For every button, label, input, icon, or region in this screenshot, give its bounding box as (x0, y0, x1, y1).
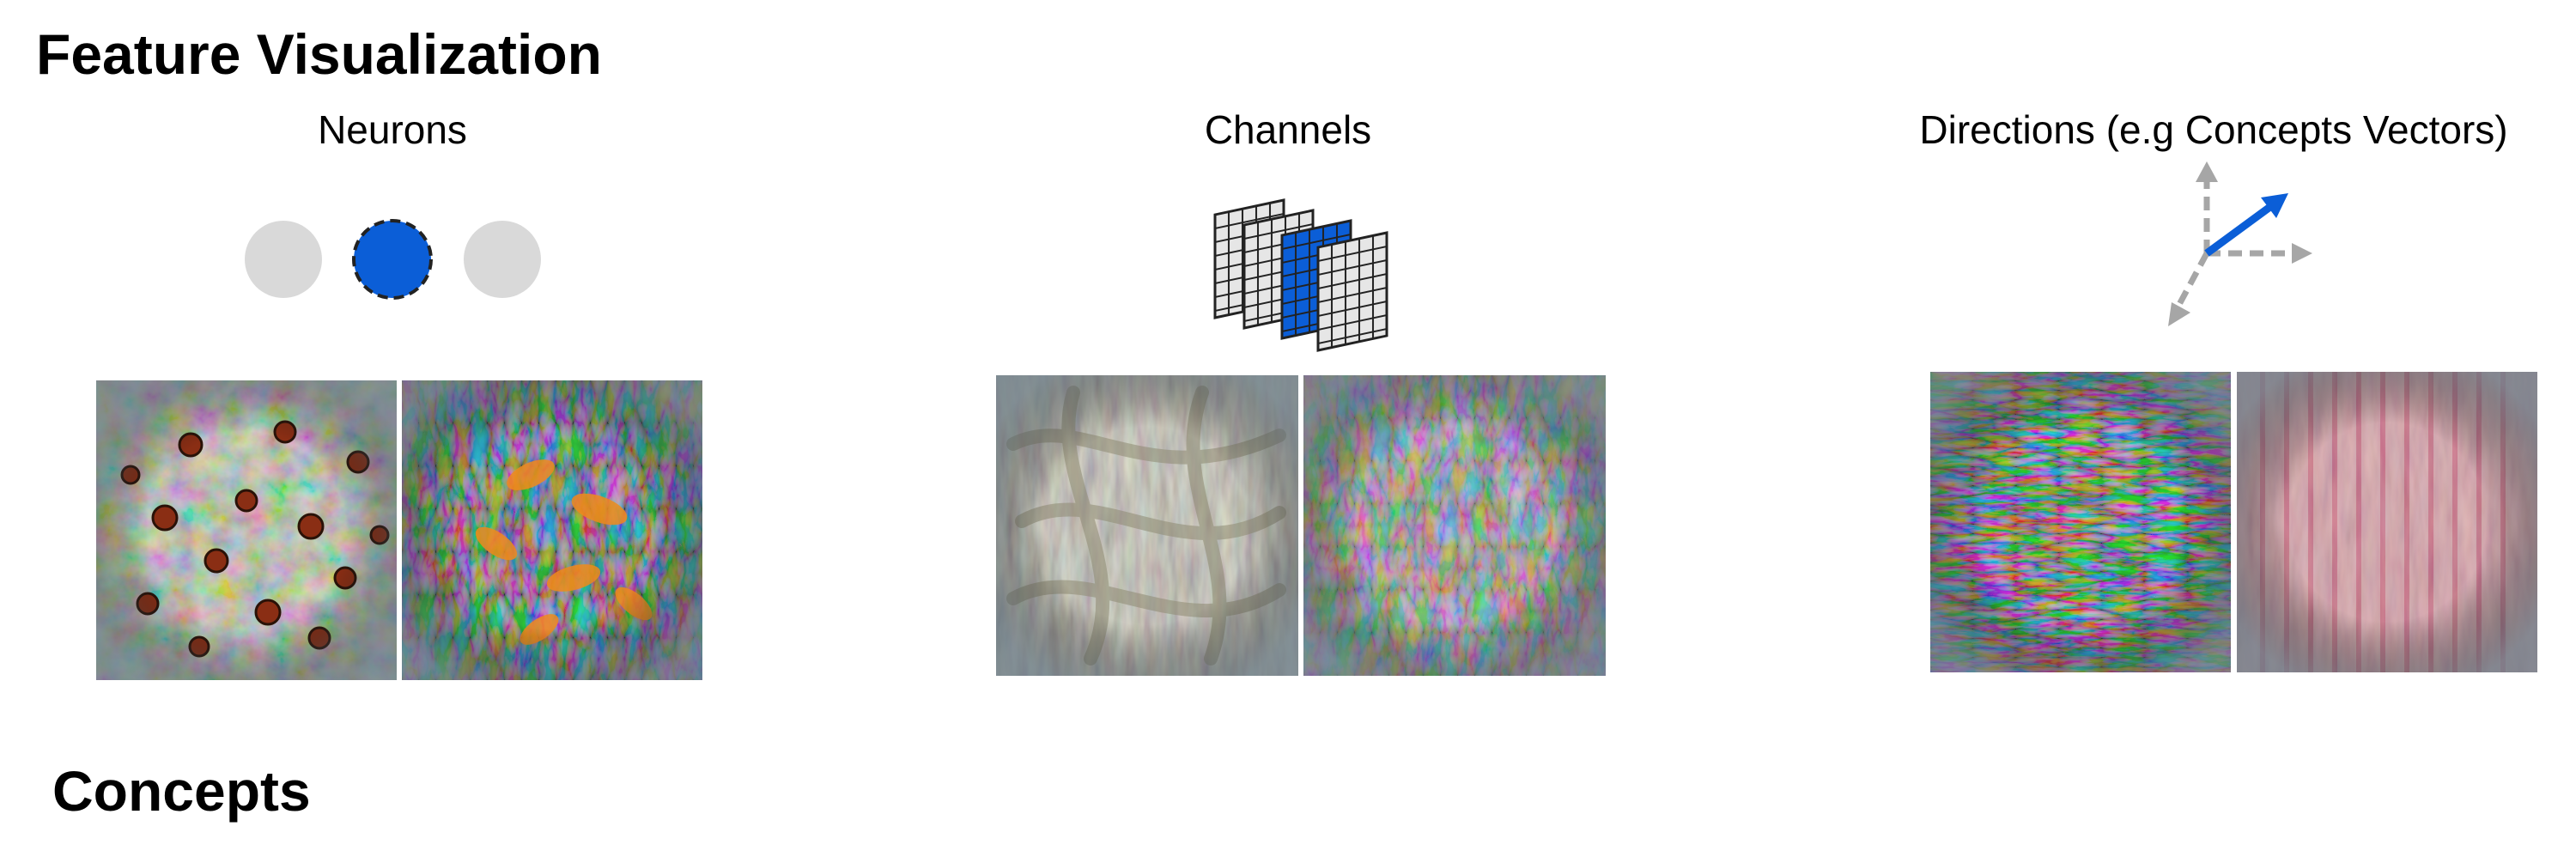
section-title-feature-visualization: Feature Visualization (36, 22, 602, 86)
direction-arrows-icon (2168, 161, 2312, 326)
colorful-texture-feature-visualization-image (1303, 375, 1606, 676)
rope-feature-visualization-image (996, 375, 1298, 676)
section-title-concepts: Concepts (52, 759, 311, 823)
striped-pattern-feature-visualization-image (1930, 372, 2231, 672)
column-label-directions: Directions (e.g Concepts Vectors) (1919, 107, 2508, 152)
channel-grids-icon (1213, 198, 1388, 352)
column-label-channels: Channels (1204, 107, 1372, 152)
ladybug-feature-visualization-image (96, 380, 397, 680)
neuron-circles-icon (245, 219, 541, 300)
column-label-neurons: Neurons (318, 107, 467, 152)
goldfish-feature-visualization-image (402, 380, 702, 680)
pink-knit-feature-visualization-image (2237, 372, 2537, 672)
